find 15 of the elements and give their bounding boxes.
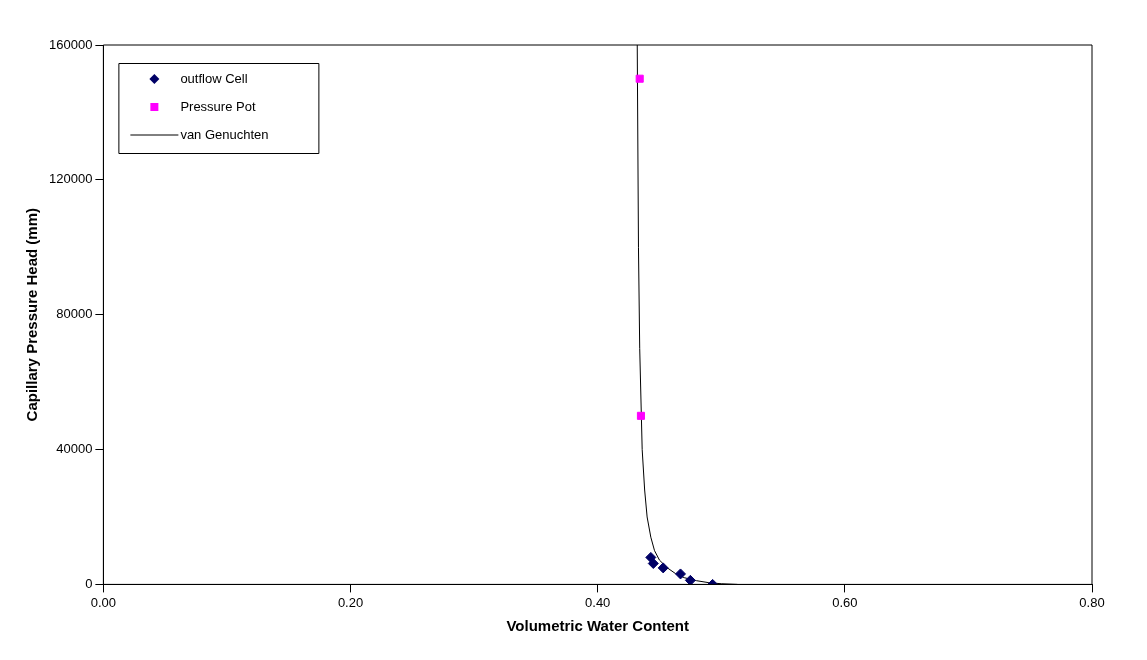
x-tick-label: 0.40 [585,594,611,610]
x-tick-label: 0.80 [1079,594,1105,610]
x-tick-label: 0.60 [832,594,858,610]
legend-label: van Genuchten [180,126,269,142]
y-tick-label: 0 [85,575,93,591]
legend-label: Pressure Pot [180,98,256,114]
y-tick-label: 80000 [56,306,93,322]
y-tick-label: 160000 [48,36,93,52]
y-tick-label: 120000 [48,171,93,187]
y-axis-title: Capillary Pressure Head (mm) [23,207,41,422]
x-tick-label: 0.00 [90,594,117,610]
legend-label: outflow Cell [180,70,248,86]
y-tick-label: 40000 [56,441,93,457]
x-axis-title: Volumetric Water Content [506,617,689,635]
x-tick-label: 0.20 [337,594,364,610]
